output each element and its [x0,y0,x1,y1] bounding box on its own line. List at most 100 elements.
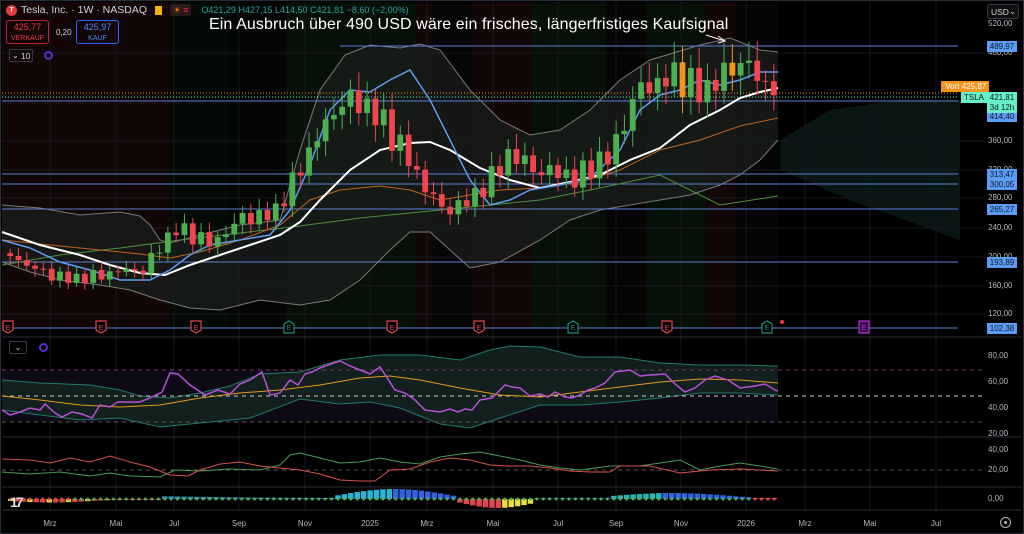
histogram-bar [354,492,360,499]
histogram-bar [59,499,65,503]
earnings-marker-icon[interactable]: E [858,320,870,334]
flag-icon[interactable] [155,5,163,15]
histogram-bar [694,493,701,499]
low-value: 414,50 [280,5,308,15]
level-price-tag: 300,05 [987,179,1017,190]
change-value: −8,60 (−2,00%) [346,5,409,15]
countdown-tag: 3d 12h [987,102,1017,113]
market-status-pill[interactable]: ☀ ≡ [170,4,192,16]
symbol-title[interactable]: Tesla, Inc. · 1W · NASDAQ [21,4,148,16]
close-label: C [310,5,317,15]
indicator-tick-label: 0,00 [988,494,1004,503]
oscillator-histogram [8,489,778,508]
histogram-bar [450,495,457,499]
histogram-bar [713,494,720,499]
time-tick-label: Mrz [798,519,812,528]
histogram-bar [335,495,341,499]
histogram-bar [502,499,508,508]
indicators-toggle-button[interactable]: ⌄ 10 [9,49,33,62]
histogram-bar [425,491,431,499]
histogram-bar [720,495,726,499]
histogram-bar [624,494,630,499]
dmi-pane [1,451,985,482]
histogram-bar [668,493,675,499]
histogram-bar [701,493,707,499]
histogram-bar [470,499,476,506]
svg-text:E: E [665,325,670,332]
open-value: 421,29 [208,5,236,15]
svg-text:E: E [99,325,104,332]
earnings-marker-icon[interactable]: E [190,320,202,334]
candles [7,41,777,290]
annotation-text[interactable]: Ein Ausbruch über 490 USD wäre ein frisc… [209,16,729,33]
price-lines [2,92,958,98]
currency-value: USD [991,6,1009,17]
earnings-marker-icon[interactable]: E [661,320,673,334]
level-price-tag: 102,38 [987,323,1017,334]
buy-button[interactable]: 425,97 KAUF [76,20,119,44]
currency-selector[interactable]: USD ⌄ [987,4,1019,19]
rsi-pane [1,345,985,429]
price-tick-label: 480,00 [988,48,1013,57]
earnings-marker-icon[interactable]: E [95,320,107,334]
histogram-bar [373,489,380,499]
time-tick-label: Nov [673,519,689,528]
tradingview-logo[interactable]: 17 [10,494,24,510]
premarket-price-tag: 425,87 [959,81,989,92]
settings-gear-icon[interactable] [1000,517,1011,528]
histogram-bar [617,495,624,499]
chevron-down-icon: ⌄ [11,50,19,60]
histogram-bar [418,490,425,499]
ticker-tag: TSLA [961,92,987,103]
histogram-bar [495,499,502,508]
sell-price: 425,77 [13,22,42,32]
level-price-tag: 265,27 [987,204,1017,215]
histogram-bar [707,494,713,499]
horizontal-levels [2,45,958,329]
level-price-tag: 193,89 [987,257,1017,268]
time-tick-label: Sep [231,519,247,528]
menu-icon: ≡ [183,5,189,15]
indicator-tick-label: 20,00 [988,429,1009,438]
time-tick-label: 2026 [737,519,755,528]
earnings-marker-icon[interactable]: E [2,320,14,334]
annotation-arrow [705,34,727,44]
histogram-bar [681,493,688,499]
histogram-bar [405,489,412,499]
histogram-bar [508,499,514,508]
indicator-tick-label: 40,00 [988,445,1009,454]
sell-label: VERKAUF [10,35,45,42]
indicator-tick-label: 80,00 [988,351,1009,360]
histogram-bar [675,493,681,499]
earnings-marker-icon[interactable]: E [386,320,398,334]
histogram-bar [521,499,527,506]
histogram-bar [360,491,367,499]
indicator-tick-label: 20,00 [988,465,1009,474]
indicator-tick-label: 40,00 [988,403,1009,412]
sell-button[interactable]: 425,77 VERKAUF [6,20,49,44]
histogram-bar [367,490,373,499]
histogram-bar [463,499,470,505]
price-tick-label: 280,00 [988,193,1013,202]
price-tick-label: 360,00 [988,136,1013,145]
histogram-bar [40,499,46,503]
histogram-bar [514,499,521,507]
histogram-bar [437,493,444,499]
histogram-bar [611,495,617,499]
symbol-header[interactable]: T Tesla, Inc. · 1W · NASDAQ ☀ ≡ O421,29 … [6,4,409,16]
earnings-marker-icon[interactable]: E [761,320,773,334]
pane-collapse-button[interactable]: ⌄ [9,341,27,354]
svg-text:E: E [194,325,199,332]
earnings-marker-icon[interactable]: E [283,320,295,334]
earnings-marker-icon[interactable]: E [567,320,579,334]
earnings-marker-icon[interactable]: E [473,320,485,334]
histogram-bar [643,493,649,499]
histogram-bar [726,495,733,499]
histogram-bar [489,499,495,508]
histogram-bar [341,494,348,499]
histogram-bar [393,489,399,499]
price-tick-label: 240,00 [988,223,1013,232]
tesla-logo-icon: T [6,4,17,16]
